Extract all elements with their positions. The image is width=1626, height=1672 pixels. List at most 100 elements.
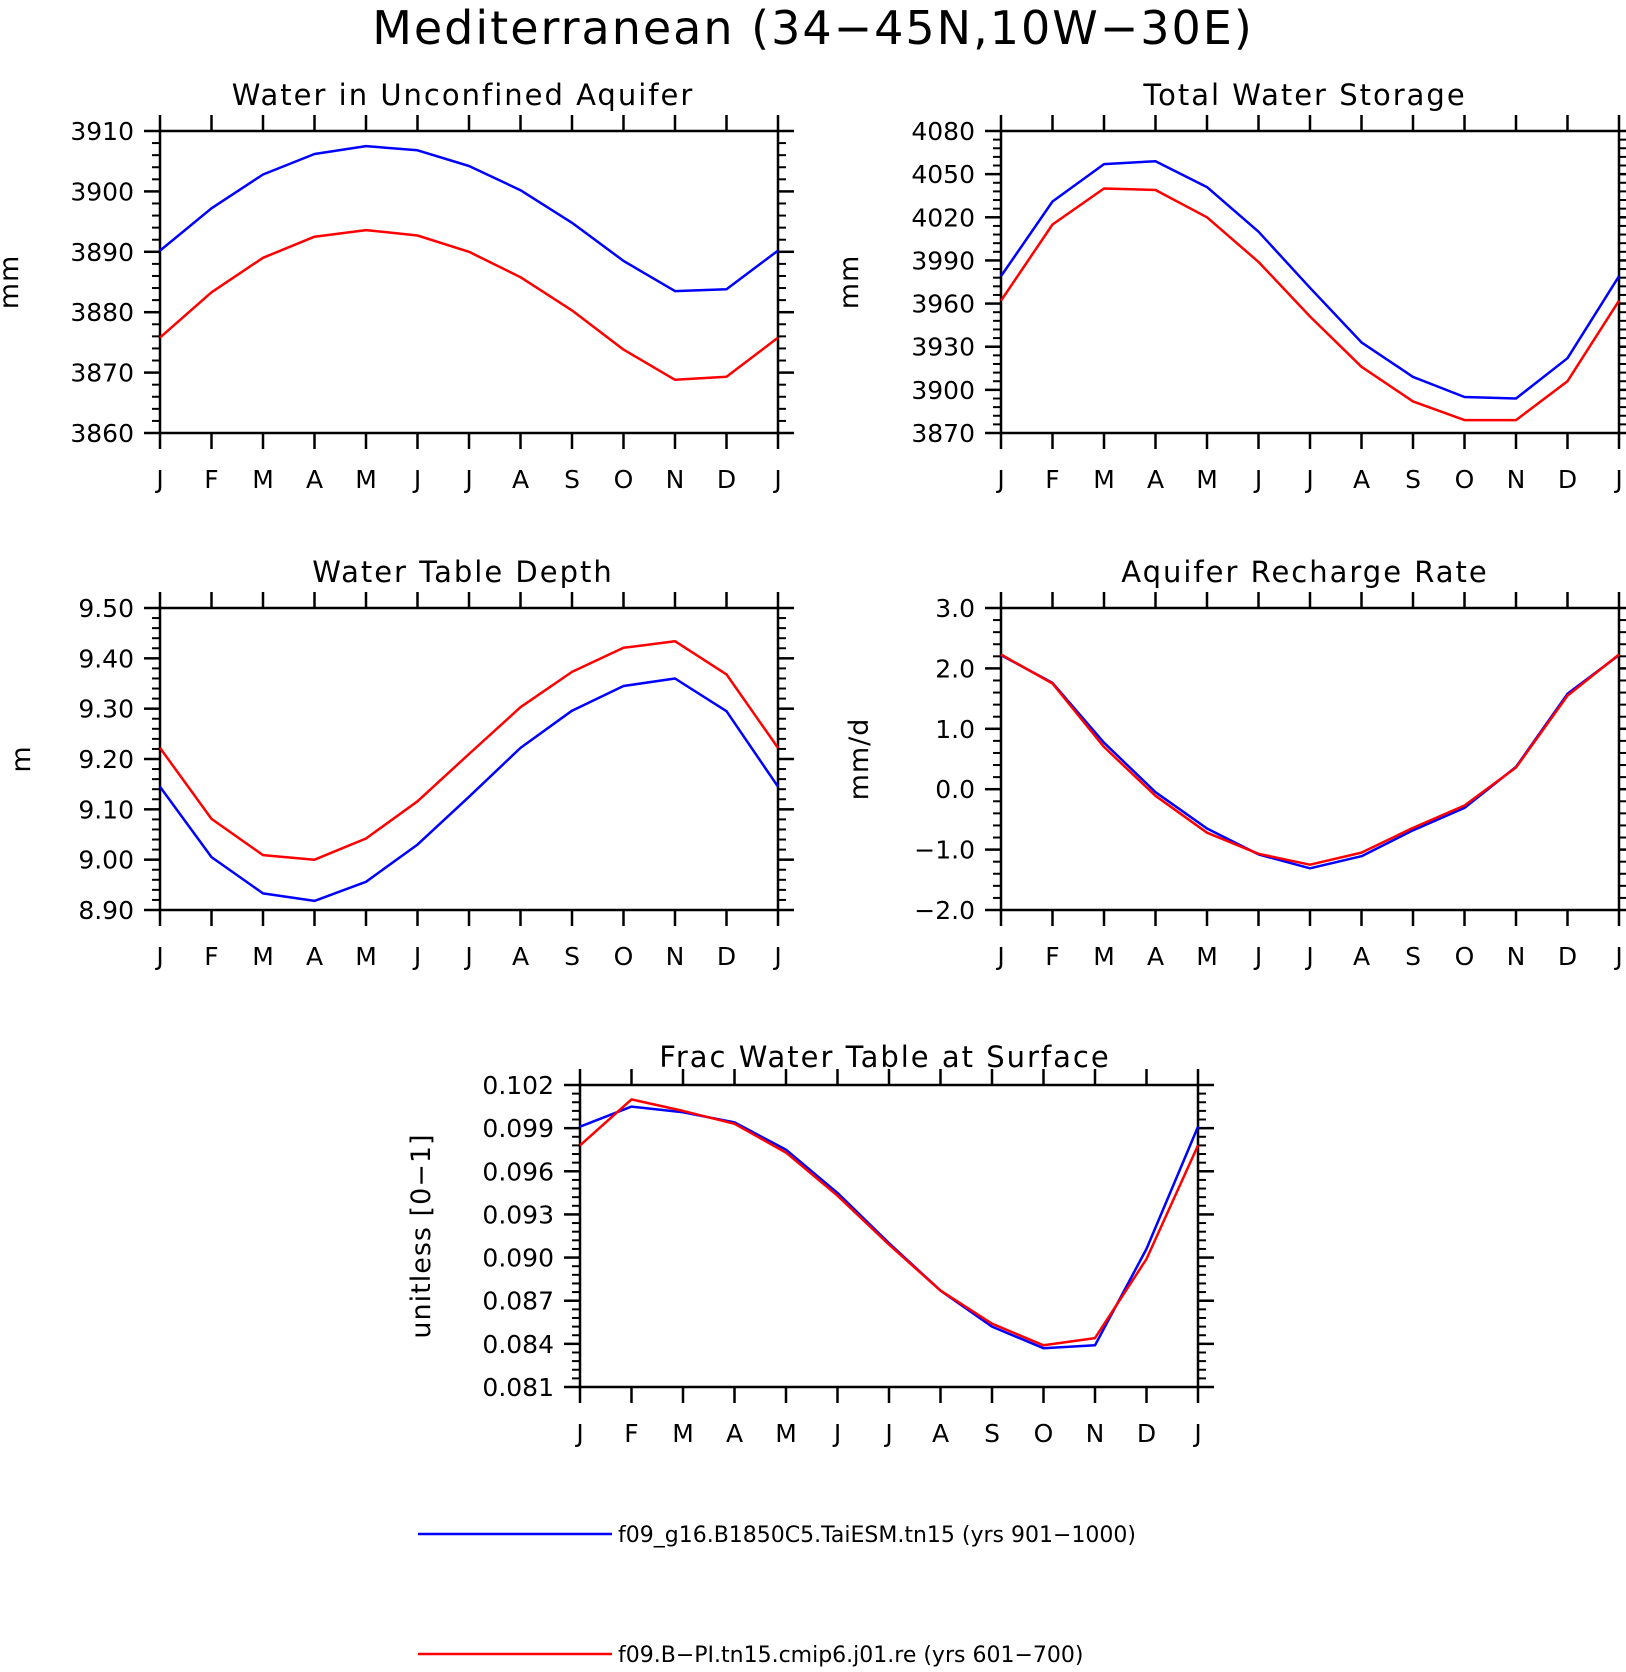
series-line-1 <box>579 1098 1200 1347</box>
x-tick-label: F <box>204 465 218 494</box>
legend-label-red: f09.B−PI.tn15.cmip6.j01.re (yrs 601−700) <box>618 1643 1083 1668</box>
series-line-1 <box>158 639 780 861</box>
x-tick-label: J <box>412 942 421 971</box>
y-tick-label: 9.10 <box>78 795 134 824</box>
panel-title: Total Water Storage <box>1142 78 1466 112</box>
series-line-0 <box>999 159 1621 400</box>
x-tick-label: A <box>512 942 529 971</box>
x-tick-label: J <box>412 465 421 494</box>
x-tick-label: J <box>1192 1419 1201 1448</box>
y-tick-label: 0.093 <box>482 1200 554 1229</box>
y-tick-label: 0.084 <box>482 1330 554 1359</box>
x-tick-label: D <box>1137 1419 1156 1448</box>
plot-area: J F M A M J J A S O N D J −2.0 −1.0 0.0 1.0 2.0 3.0 <box>914 592 1626 971</box>
panel-total-water-storage: Total Water Storage mm <box>834 78 1466 310</box>
x-tick-label: J <box>1253 942 1262 971</box>
x-tick-label: N <box>1507 942 1526 971</box>
series-line-1 <box>159 228 779 382</box>
x-tick-label: M <box>1196 465 1218 494</box>
x-tick-label: J <box>772 465 781 494</box>
x-tick-label: J <box>1304 465 1313 494</box>
plot-area: J F M A M J J A S O N D J 3860 3870 3880 3890 3900 3910 <box>70 115 794 494</box>
plot-frame <box>578 1083 1200 1389</box>
x-tick-label: N <box>1507 465 1526 494</box>
x-tick-label: J <box>1304 942 1313 971</box>
panel-aquifer-recharge-rate: Aquifer Recharge Rate mm/d <box>844 555 1489 801</box>
panel-title: Aquifer Recharge Rate <box>1121 555 1489 589</box>
panel-title: Water in Unconfined Aquifer <box>232 78 695 112</box>
y-tick-label: 3870 <box>911 419 975 448</box>
y-tick-label: 3880 <box>70 298 134 327</box>
y-tick-label: 0.081 <box>482 1373 554 1402</box>
y-axis-label: mm/d <box>844 718 875 801</box>
y-tick-label: 9.20 <box>78 745 134 774</box>
y-tick-label: 0.096 <box>482 1157 554 1186</box>
y-tick-label: 4020 <box>911 203 975 232</box>
panel-title: Water Table Depth <box>312 555 614 589</box>
x-tick-label: M <box>1093 465 1115 494</box>
x-tick-label: A <box>306 942 323 971</box>
x-tick-label: M <box>1093 942 1115 971</box>
legend-label-blue: f09_g16.B1850C5.TaiESM.tn15 (yrs 901−100… <box>618 1523 1136 1548</box>
x-tick-label: D <box>717 465 736 494</box>
x-tick-label: N <box>666 942 685 971</box>
y-tick-label: 0.090 <box>482 1244 554 1273</box>
y-axis-label: mm <box>0 255 25 310</box>
panel-title: Frac Water Table at Surface <box>659 1040 1110 1074</box>
y-tick-label: 9.30 <box>78 695 134 724</box>
x-tick-label: A <box>726 1419 743 1448</box>
x-tick-label: J <box>995 942 1004 971</box>
x-tick-label: J <box>883 1419 892 1448</box>
x-tick-label: D <box>1558 465 1577 494</box>
y-tick-label: 3870 <box>70 359 134 388</box>
x-tick-label: N <box>1086 1419 1105 1448</box>
x-tick-label: A <box>306 465 323 494</box>
y-tick-label: 3900 <box>70 177 134 206</box>
x-tick-label: M <box>672 1419 694 1448</box>
x-tick-label: J <box>1253 465 1262 494</box>
x-tick-label: O <box>1034 1419 1054 1448</box>
plot-frame <box>158 606 780 912</box>
y-tick-label: 3910 <box>70 117 134 146</box>
x-tick-label: M <box>1196 942 1218 971</box>
x-tick-label: A <box>1147 942 1164 971</box>
x-tick-label: O <box>614 465 634 494</box>
y-tick-label: 0.102 <box>482 1071 554 1100</box>
x-tick-label: J <box>463 465 472 494</box>
y-tick-label: 3900 <box>911 376 975 405</box>
x-tick-label: F <box>1045 465 1059 494</box>
x-tick-label: A <box>1147 465 1164 494</box>
series-line-0 <box>1000 654 1620 870</box>
plot-frame <box>158 129 780 435</box>
y-tick-label: 3930 <box>911 333 975 362</box>
plot-area: J F M A M J J A S O N D J 0.081 0.084 0.087 0.090 0.093 0.… <box>482 1069 1214 1448</box>
y-tick-label: 0.0 <box>935 775 975 804</box>
x-tick-label: J <box>772 942 781 971</box>
figure-title: Mediterranean (34−45N,10W−30E) <box>372 1 1254 55</box>
legend: f09_g16.B1850C5.TaiESM.tn15 (yrs 901−100… <box>418 1523 1136 1668</box>
y-tick-label: 9.00 <box>78 846 134 875</box>
x-tick-label: O <box>1455 942 1475 971</box>
series-line-0 <box>159 144 779 293</box>
y-tick-label: 2.0 <box>935 654 975 683</box>
x-tick-label: A <box>1353 942 1370 971</box>
y-axis-label: unitless [0−1] <box>406 1133 437 1338</box>
x-tick-label: M <box>775 1419 797 1448</box>
x-tick-label: D <box>1558 942 1577 971</box>
y-axis-label: mm <box>834 255 865 310</box>
series-line-0 <box>579 1105 1200 1350</box>
x-tick-label: N <box>666 465 685 494</box>
panel-water-in-unconfined-aquifer: Water in Unconfined Aquifer mm <box>0 78 695 310</box>
y-tick-label: 0.099 <box>482 1114 554 1143</box>
y-tick-label: −2.0 <box>914 896 975 925</box>
x-tick-label: M <box>252 942 274 971</box>
x-tick-label: M <box>355 942 377 971</box>
x-tick-label: J <box>154 942 163 971</box>
y-tick-label: 8.90 <box>78 896 134 925</box>
x-tick-label: A <box>512 465 529 494</box>
y-tick-label: 0.087 <box>482 1287 554 1316</box>
y-tick-label: 4080 <box>911 117 975 146</box>
x-tick-label: F <box>624 1419 638 1448</box>
x-tick-label: J <box>574 1419 583 1448</box>
